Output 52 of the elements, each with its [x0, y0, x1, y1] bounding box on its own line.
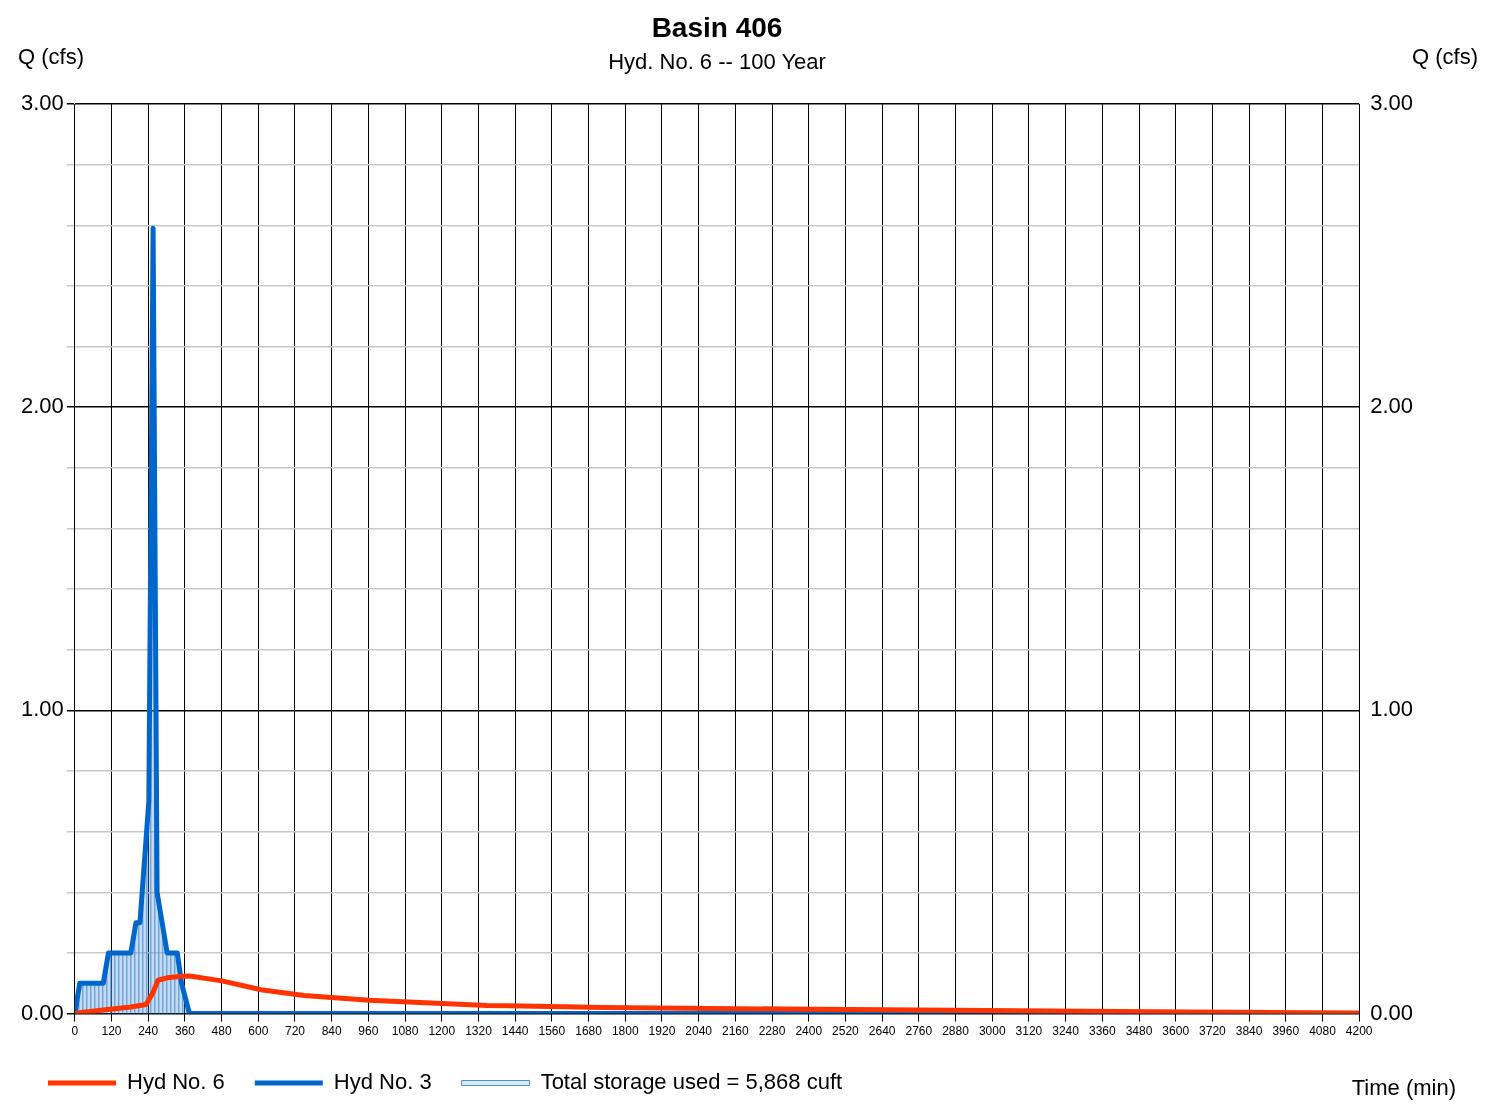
x-tick-label: 3960 — [1272, 1024, 1300, 1039]
x-tick-label: 2160 — [722, 1024, 750, 1039]
x-tick-label: 2880 — [942, 1024, 970, 1039]
x-tick-label: 0 — [71, 1024, 79, 1039]
y-tick-label: 3.00 — [20, 90, 64, 116]
x-tick-label: 600 — [248, 1024, 269, 1039]
x-tick-label: 1200 — [428, 1024, 456, 1039]
x-tick-label: 1920 — [648, 1024, 676, 1039]
y2-tick-label: 2.00 — [1370, 393, 1414, 419]
x-tick-label: 3840 — [1235, 1024, 1263, 1039]
chart-subtitle: Hyd. No. 6 -- 100 Year — [608, 48, 826, 74]
x-tick-label: 1320 — [465, 1024, 493, 1039]
y2-tick-label: 1.00 — [1370, 696, 1414, 722]
x-tick-label: 3480 — [1125, 1024, 1153, 1039]
y-tick-label: 2.00 — [20, 393, 64, 419]
x-tick-label: 1440 — [501, 1024, 529, 1039]
x-tick-label: 120 — [101, 1024, 122, 1039]
x-tick-label: 240 — [138, 1024, 159, 1039]
x-tick-label: 4200 — [1345, 1024, 1373, 1039]
legend-label: Hyd No. 3 — [333, 1069, 432, 1095]
x-tick-label: 2280 — [758, 1024, 786, 1039]
x-axis-title: Time (min) — [1351, 1074, 1456, 1100]
x-tick-label: 480 — [211, 1024, 232, 1039]
x-tick-label: 2640 — [868, 1024, 896, 1039]
y-tick-label: 1.00 — [20, 696, 64, 722]
x-tick-label: 2400 — [795, 1024, 823, 1039]
y-tick-label: 0.00 — [20, 999, 64, 1025]
y2-axis-title: Q (cfs) — [1412, 44, 1478, 70]
legend-label: Hyd No. 6 — [127, 1069, 225, 1095]
x-tick-label: 2040 — [685, 1024, 713, 1039]
x-tick-label: 960 — [358, 1024, 379, 1039]
legend-label: Total storage used = 5,868 cuft — [540, 1069, 843, 1095]
x-tick-label: 840 — [321, 1024, 343, 1039]
x-tick-label: 1680 — [575, 1024, 603, 1039]
x-tick-label: 3720 — [1199, 1024, 1227, 1039]
y2-tick-label: 0.00 — [1370, 999, 1414, 1025]
x-tick-label: 4080 — [1309, 1024, 1337, 1039]
x-tick-label: 2520 — [832, 1024, 860, 1039]
x-tick-label: 1080 — [391, 1024, 419, 1039]
x-tick-label: 3120 — [1015, 1024, 1043, 1039]
x-tick-label: 1800 — [611, 1024, 639, 1039]
x-tick-label: 720 — [284, 1024, 306, 1039]
chart-title: Basin 406 — [651, 11, 783, 43]
y-axis-title: Q (cfs) — [18, 44, 84, 70]
x-tick-label: 2760 — [905, 1024, 933, 1039]
x-tick-label: 3000 — [978, 1024, 1006, 1039]
x-tick-label: 360 — [174, 1024, 196, 1039]
x-tick-label: 3240 — [1052, 1024, 1080, 1039]
x-tick-label: 3360 — [1088, 1024, 1116, 1039]
y2-tick-label: 3.00 — [1370, 90, 1414, 116]
x-tick-label: 3600 — [1162, 1024, 1190, 1039]
x-tick-label: 1560 — [538, 1024, 566, 1039]
